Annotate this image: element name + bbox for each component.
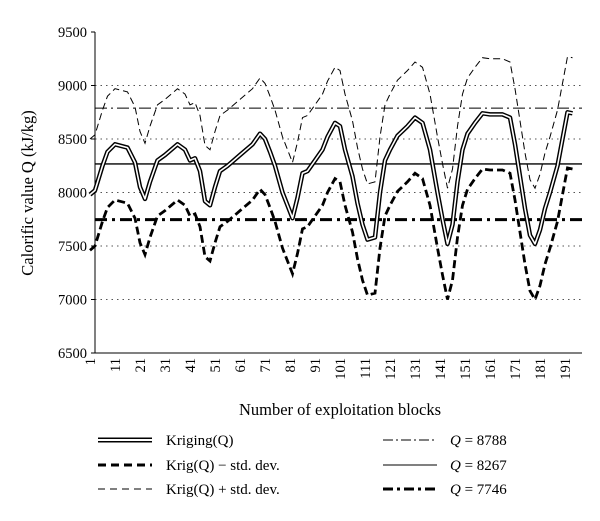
legend: Kriging(Q) Krig(Q) − std. dev. Krig(Q) +… <box>98 433 507 498</box>
legend-label-q-low: Q = 7746 <box>450 482 507 498</box>
series-kriging-line-outer <box>88 110 573 247</box>
x-tick-label-91: 91 <box>308 358 324 373</box>
x-tick-label-51: 51 <box>208 358 224 373</box>
legend-q-low-val: = 7746 <box>461 482 507 498</box>
y-tick-label-7000: 7000 <box>58 293 87 309</box>
x-tick-label-111: 111 <box>358 358 374 379</box>
legend-q-mid-val: = 8267 <box>461 458 507 474</box>
x-tick-label-41: 41 <box>183 358 199 373</box>
x-tick-label-11: 11 <box>108 358 124 372</box>
x-tick-label-191: 191 <box>558 358 574 380</box>
reference-lines <box>95 107 582 222</box>
x-tick-label-31: 31 <box>158 358 174 373</box>
legend-q-mid-var: Q <box>450 458 461 474</box>
legend-q-high-val: = 8788 <box>461 433 507 449</box>
y-tick-label-7500: 7500 <box>58 239 87 255</box>
x-tick-label-151: 151 <box>458 358 474 380</box>
legend-q-low-var: Q <box>450 482 461 498</box>
x-tick-label-81: 81 <box>283 358 299 373</box>
x-tick-label-161: 161 <box>483 358 499 380</box>
legend-label-krig-plus: Krig(Q) + std. dev. <box>166 482 280 498</box>
y-tick-label-9500: 9500 <box>58 25 87 41</box>
y-axis-label: Calorific value Q (kJ/kg) <box>18 110 37 275</box>
legend-label-krig-minus: Krig(Q) − std. dev. <box>166 458 280 474</box>
legend-item-q-high: Q = 8788 <box>383 433 507 449</box>
legend-label-kriging: Kriging(Q) <box>166 433 234 449</box>
gridlines <box>95 85 582 300</box>
y-tick-label-8500: 8500 <box>58 132 87 148</box>
legend-item-q-mid: Q = 8267 <box>383 458 507 474</box>
series-krig-minus-line <box>89 166 573 303</box>
x-tick-label-141: 141 <box>433 358 449 380</box>
x-tick-labels: 1 11 21 31 41 51 61 71 81 91 101 111 121 131 141 151 161… <box>83 358 574 380</box>
x-tick-label-121: 121 <box>383 358 399 380</box>
series-krig-plus-line <box>89 56 573 190</box>
y-tick-label-9000: 9000 <box>58 79 87 95</box>
legend-label-q-high: Q = 8788 <box>450 433 507 449</box>
y-tick-label-6500: 6500 <box>58 346 87 362</box>
legend-item-kriging: Kriging(Q) <box>98 433 234 449</box>
x-tick-label-61: 61 <box>233 358 249 373</box>
legend-item-krig-plus: Krig(Q) + std. dev. <box>98 482 280 498</box>
legend-item-q-low: Q = 7746 <box>383 482 507 498</box>
x-tick-label-101: 101 <box>333 358 349 380</box>
legend-item-krig-minus: Krig(Q) − std. dev. <box>98 458 280 474</box>
x-axis-label: Number of exploitation blocks <box>239 400 441 419</box>
legend-q-high-var: Q <box>450 433 461 449</box>
x-tick-label-1: 1 <box>83 358 99 365</box>
x-tick-label-21: 21 <box>133 358 149 373</box>
x-tick-label-71: 71 <box>258 358 274 373</box>
series-kriging-line-inner <box>89 111 573 245</box>
y-tick-label-8000: 8000 <box>58 186 87 202</box>
x-tick-label-131: 131 <box>408 358 424 380</box>
y-tick-labels: 6500 7000 7500 8000 8500 9000 9500 <box>58 25 95 362</box>
x-tick-label-171: 171 <box>508 358 524 380</box>
series-group <box>88 56 573 303</box>
legend-label-q-mid: Q = 8267 <box>450 458 507 474</box>
x-tick-label-181: 181 <box>533 358 549 380</box>
